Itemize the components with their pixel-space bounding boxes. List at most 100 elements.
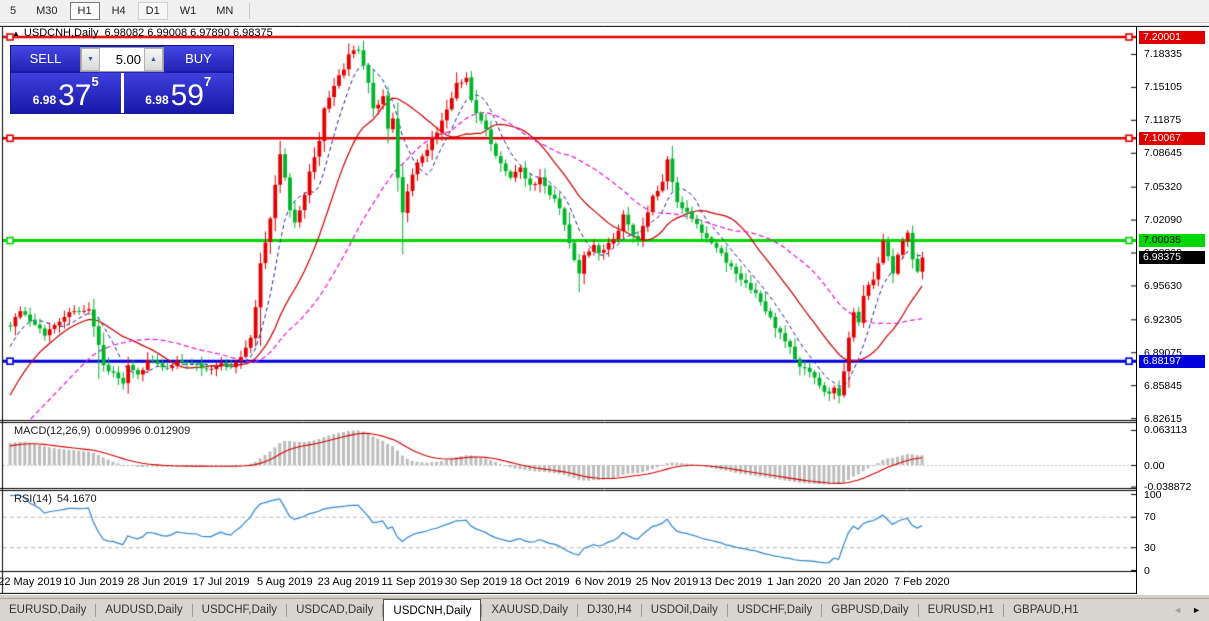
time-axis[interactable]: 22 May 2019 10 Jun 2019 28 Jun 2019 17 Jul …: [0, 573, 1136, 593]
date-tick-label: 10 Jun 2019: [63, 576, 124, 588]
price-axis[interactable]: 7.18335 7.15105 7.11875 7.08645 7.05320 7.020…: [1136, 27, 1209, 594]
timeframe-button-m5[interactable]: 5: [10, 5, 17, 17]
timeframe-button-w1[interactable]: W1: [179, 5, 197, 17]
sell-price-big: 37: [58, 79, 92, 112]
volume-increase-button[interactable]: ▲: [144, 48, 163, 71]
date-tick-label: 1 Jan 2020: [767, 576, 822, 588]
buy-price-sup: 7: [204, 74, 212, 89]
timeframe-button-h1[interactable]: H1: [69, 2, 100, 20]
macd-values: 0.009996 0.012909: [95, 425, 191, 437]
tab-usdcnh-daily[interactable]: USDCNH,Daily: [383, 599, 482, 621]
chevron-up-icon: ▲: [150, 56, 157, 63]
sell-price[interactable]: 6.98 37 5: [11, 73, 121, 113]
tab-eurusd-daily[interactable]: EURUSD,Daily: [9, 604, 87, 616]
tab-usdcad-daily[interactable]: USDCAD,Daily: [296, 604, 374, 616]
tab-strip: EURUSD,Daily AUDUSD,Daily USDCHF,Daily USDC…: [0, 599, 1165, 621]
chart-tab-bar: EURUSD,Daily AUDUSD,Daily USDCHF,Daily USDC…: [0, 598, 1209, 621]
date-tick-label: 22 May 2019: [0, 576, 62, 588]
tab-gbpaud-h1[interactable]: GBPAUD,H1: [1013, 604, 1079, 616]
buy-button[interactable]: BUY: [164, 46, 233, 73]
price-tick-label: 7.15105: [1144, 81, 1182, 94]
chart-marker-icon: ▲: [12, 29, 20, 38]
timeframe-toolbar: 5 M30 H1 H4 D1 W1 MN: [0, 0, 1209, 23]
timeframe-button-d1[interactable]: D1: [137, 2, 168, 20]
tab-separator: [1003, 603, 1005, 617]
macd-tick-label: -0.038872: [1144, 481, 1192, 494]
macd-tick-label: 0.063113: [1144, 424, 1188, 437]
price-tick-label: 7.11875: [1144, 114, 1182, 127]
sell-price-sup: 5: [91, 74, 99, 89]
price-tick-label: 6.92305: [1144, 313, 1182, 326]
chart-title-ohlc: 6.98082 6.99008 6.97890 6.98375: [104, 27, 273, 39]
tab-separator: [382, 603, 384, 617]
tab-eurusd-h1[interactable]: EURUSD,H1: [927, 604, 995, 616]
volume-stepper: ▼ ▲: [80, 47, 164, 72]
buy-price-prefix: 6.98: [145, 93, 169, 107]
tab-separator: [577, 603, 579, 617]
tab-scroll-right-icon[interactable]: ►: [1192, 605, 1201, 615]
timeframe-button-h4[interactable]: H4: [111, 5, 126, 17]
tab-scroll-arrows: ◄ ►: [1165, 599, 1209, 621]
date-tick-label: 28 Jun 2019: [127, 576, 188, 588]
chevron-down-icon: ▼: [87, 56, 94, 63]
tab-usdchf-daily[interactable]: USDCHF,Daily: [736, 604, 813, 616]
hline-price-badge: 7.20001: [1139, 30, 1205, 44]
date-tick-label: 25 Nov 2019: [635, 576, 699, 588]
tab-separator: [726, 603, 728, 617]
date-tick-label: 23 Aug 2019: [317, 576, 380, 588]
chart-window: ▲ USDCNH,Daily 6.98082 6.99008 6.97890 6.9…: [0, 23, 1209, 595]
rsi-tick-label: 70: [1144, 511, 1156, 524]
date-tick-label: 17 Jul 2019: [192, 576, 250, 588]
rsi-label: RSI(14) 54.1670: [14, 493, 97, 505]
rsi-tick-label: 100: [1144, 488, 1162, 501]
toolbar-separator: [249, 3, 251, 19]
date-tick-label: 6 Nov 2019: [575, 576, 632, 588]
buy-price-big: 59: [170, 79, 204, 112]
date-tick-label: 13 Dec 2019: [699, 576, 762, 588]
hline-price-badge: 7.10067: [1139, 131, 1205, 145]
tab-separator: [917, 603, 919, 617]
one-click-trade-panel: SELL ▼ ▲ BUY 6.98 37 5 6.98 59 7: [10, 45, 234, 114]
tab-separator: [821, 603, 823, 617]
price-tick-label: 7.02090: [1144, 214, 1182, 227]
date-tick-label: 7 Feb 2020: [893, 576, 950, 588]
chart-canvas[interactable]: [0, 23, 1209, 595]
tab-gbpusd-daily[interactable]: GBPUSD,Daily: [831, 604, 909, 616]
date-tick-label: 30 Sep 2019: [444, 576, 508, 588]
tab-usdchf-daily[interactable]: USDCHF,Daily: [201, 604, 278, 616]
volume-decrease-button[interactable]: ▼: [81, 48, 100, 71]
rsi-name: RSI(14): [14, 493, 52, 505]
tab-separator: [640, 603, 642, 617]
tab-scroll-left-icon[interactable]: ◄: [1173, 605, 1183, 615]
price-tick-label: 7.18335: [1144, 48, 1182, 61]
tab-dj30-h4[interactable]: DJ30,H4: [587, 604, 632, 616]
macd-name: MACD(12,26,9): [14, 425, 91, 437]
tab-separator: [286, 603, 288, 617]
hline-price-badge: 7.00035: [1139, 234, 1205, 248]
rsi-tick-label: 30: [1144, 541, 1156, 554]
tab-usdoil-daily[interactable]: USDOil,Daily: [650, 604, 718, 616]
chart-title: ▲ USDCNH,Daily 6.98082 6.99008 6.97890 6.9…: [12, 27, 273, 39]
timeframe-button-m30[interactable]: M30: [36, 5, 58, 17]
rsi-value: 54.1670: [56, 493, 97, 505]
buy-price[interactable]: 6.98 59 7: [120, 73, 233, 113]
price-tick-label: 7.05320: [1144, 181, 1182, 194]
tab-separator: [481, 603, 483, 617]
volume-input[interactable]: [100, 48, 144, 71]
tab-separator: [95, 603, 97, 617]
date-tick-label: 11 Sep 2019: [381, 576, 443, 588]
chart-title-symbol: USDCNH,Daily: [23, 27, 99, 39]
price-tick-label: 7.08645: [1144, 147, 1182, 160]
date-tick-label: 20 Jan 2020: [827, 576, 889, 588]
price-tick-label: 6.82615: [1144, 412, 1182, 425]
timeframe-button-mn[interactable]: MN: [216, 5, 234, 17]
macd-tick-label: 0.00: [1144, 459, 1165, 472]
current-price-badge: 6.98375: [1139, 250, 1205, 264]
date-tick-label: 5 Aug 2019: [256, 576, 313, 588]
rsi-tick-label: 0: [1144, 564, 1150, 577]
macd-label: MACD(12,26,9) 0.009996 0.012909: [14, 425, 190, 437]
date-tick-label: 18 Oct 2019: [509, 576, 570, 588]
sell-button[interactable]: SELL: [11, 46, 80, 73]
tab-audusd-daily[interactable]: AUDUSD,Daily: [105, 604, 183, 616]
tab-xauusd-daily[interactable]: XAUUSD,Daily: [491, 604, 569, 616]
